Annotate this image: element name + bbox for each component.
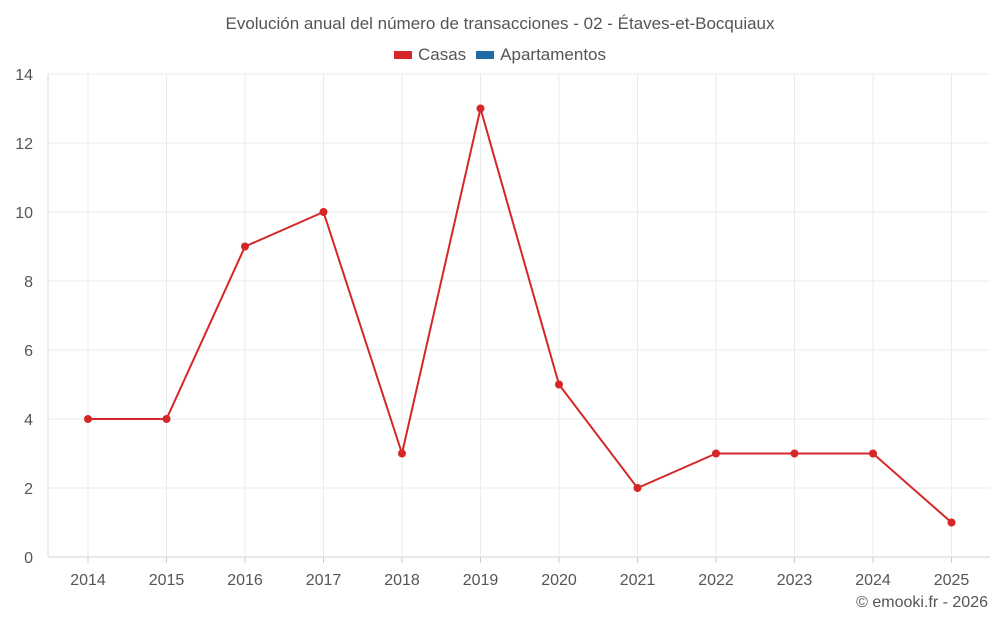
legend-label-casas: Casas [417, 45, 467, 64]
y-tick-label: 2 [24, 481, 33, 498]
axes: 0 2 4 6 8 10 12 14 2014 2015 2016 2017 2018 2019 2020 2… [15, 67, 969, 589]
data-point[interactable] [84, 415, 92, 423]
y-tick-label: 4 [24, 412, 33, 429]
data-point[interactable] [712, 449, 720, 458]
legend-item-apartamentos[interactable]: Apartamentos [476, 45, 606, 65]
x-tick-label: 2022 [698, 572, 734, 589]
y-tick-label: 8 [24, 274, 33, 291]
x-tick-label: 2017 [306, 572, 342, 589]
y-tick-label: 0 [24, 550, 33, 567]
x-tick-label: 2014 [70, 572, 106, 589]
y-tick-label: 14 [15, 67, 33, 84]
data-point[interactable] [790, 449, 799, 458]
legend: Casas Apartamentos [0, 45, 1000, 65]
x-tick-label: 2018 [384, 572, 420, 589]
legend-swatch-apartamentos [476, 51, 495, 59]
data-point[interactable] [633, 484, 642, 492]
x-tick-label: 2025 [934, 572, 970, 589]
grid [48, 73, 990, 558]
data-point[interactable] [476, 104, 485, 113]
data-point[interactable] [398, 449, 406, 458]
x-tick-label: 2021 [620, 572, 656, 589]
credit-text: © emooki.fr - 2026 [856, 594, 988, 611]
data-point[interactable] [241, 242, 249, 251]
data-point[interactable] [555, 380, 563, 389]
data-point[interactable] [162, 415, 171, 423]
legend-label-apartamentos: Apartamentos [500, 45, 607, 64]
x-tick-label: 2020 [541, 572, 577, 589]
y-tick-label: 12 [15, 136, 33, 153]
x-tick-label: 2024 [855, 572, 891, 589]
x-tick-label: 2015 [149, 572, 185, 589]
y-tick-label: 6 [24, 343, 33, 360]
legend-item-casas[interactable]: Casas [393, 45, 467, 65]
chart-title: Evolución anual del número de transaccio… [225, 14, 775, 33]
data-point[interactable] [869, 449, 877, 458]
x-tick-label: 2023 [777, 572, 813, 589]
series [84, 104, 956, 527]
legend-swatch-casas [393, 51, 412, 59]
x-tick-label: 2019 [463, 572, 499, 589]
data-point[interactable] [947, 518, 956, 527]
y-tick-label: 10 [15, 205, 33, 222]
x-tick-label: 2016 [227, 572, 263, 589]
series-line-casas [88, 107, 953, 524]
data-point[interactable] [319, 208, 328, 216]
